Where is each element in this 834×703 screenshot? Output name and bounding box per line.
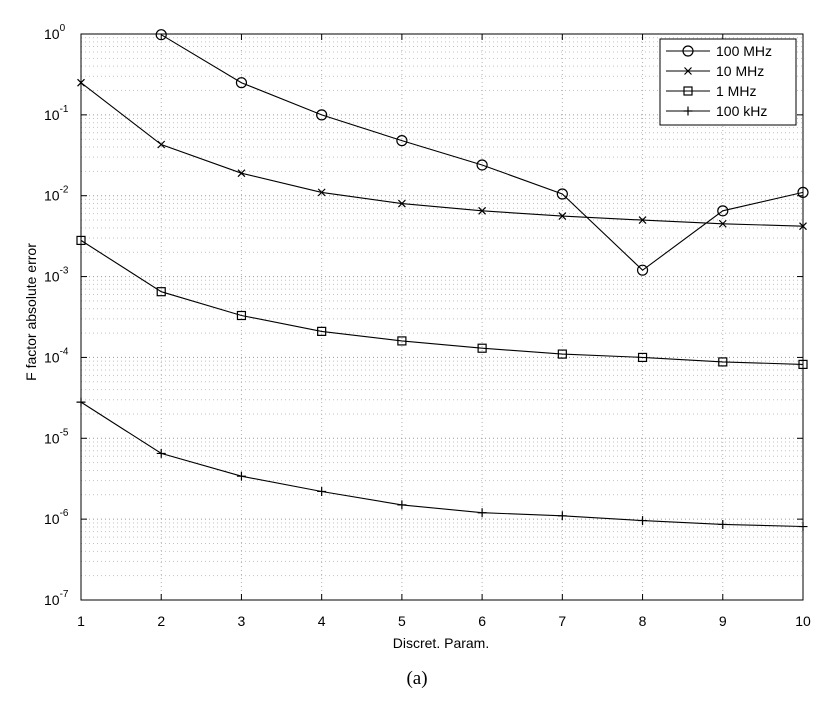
grid-lines — [81, 34, 803, 600]
series-1-mhz — [76, 235, 808, 369]
legend-item: 1 MHz — [666, 83, 756, 99]
x-tick-label: 3 — [238, 613, 246, 629]
data-point-circle — [396, 135, 408, 147]
data-point-x — [478, 206, 487, 215]
data-point-square — [798, 359, 808, 369]
data-point-circle — [717, 205, 729, 217]
y-tick-label: 10-1 — [44, 104, 69, 123]
x-tick-label: 9 — [719, 613, 727, 629]
data-point-circle — [316, 109, 328, 121]
data-point-plus — [317, 486, 327, 496]
series-line-100-mhz — [160, 34, 804, 271]
series-line-100-khz — [80, 401, 804, 528]
data-point-plus — [397, 500, 407, 510]
data-point-x — [317, 188, 326, 197]
data-point-square — [317, 326, 327, 336]
legend-label: 1 MHz — [716, 83, 756, 99]
x-tick-label: 2 — [157, 613, 165, 629]
data-point-square — [477, 343, 487, 353]
legend-item: 10 MHz — [666, 63, 764, 79]
figure-caption: (a) — [406, 668, 428, 689]
data-point-x — [397, 199, 406, 208]
series-100-mhz — [155, 29, 809, 276]
data-point-x — [237, 169, 246, 178]
y-tick-label: 10-3 — [44, 266, 69, 285]
data-point-square — [718, 357, 728, 367]
data-point-circle — [797, 186, 809, 198]
data-point-x — [558, 212, 567, 220]
data-point-square — [397, 336, 407, 346]
x-tick-label: 8 — [639, 613, 647, 629]
legend-label: 100 MHz — [716, 43, 772, 59]
y-tick-label: 10-7 — [44, 589, 69, 608]
data-point-circle — [235, 77, 248, 89]
x-tick-label: 10 — [795, 613, 811, 629]
y-tick-label: 100 — [44, 23, 66, 42]
data-point-x — [718, 219, 727, 228]
data-point-plus — [236, 471, 246, 481]
data-point-square — [637, 352, 648, 363]
data-point-x — [638, 216, 647, 224]
y-tick-label: 10-4 — [44, 346, 69, 365]
x-tick-label: 7 — [558, 613, 566, 629]
data-point-square — [76, 235, 86, 246]
data-point-plus — [798, 522, 808, 532]
x-axis-label: Discret. Param. — [393, 635, 489, 651]
legend-label: 10 MHz — [716, 63, 764, 79]
data-point-circle — [636, 264, 649, 276]
data-point-plus — [683, 106, 693, 116]
series-100-khz — [76, 397, 808, 532]
legend-item: 100 MHz — [666, 43, 772, 59]
series-10-mhz — [77, 78, 807, 231]
data-point-x — [684, 67, 692, 75]
series-line-10-mhz — [80, 82, 804, 227]
x-tick-label: 6 — [478, 613, 486, 629]
data-point-x — [799, 222, 807, 231]
data-point-circle — [682, 45, 694, 57]
data-point-square — [156, 287, 166, 297]
series-line-1-mhz — [80, 239, 804, 365]
y-tick-label: 10-2 — [44, 185, 69, 204]
data-point-circle — [476, 159, 488, 171]
y-tick-label: 10-5 — [44, 427, 69, 446]
chart: 1 2 3 4 5 6 7 8 9 10 100 10-1 10-2 10-3 10-4 10-5 10-6 1… — [23, 23, 811, 651]
x-axis: 1 2 3 4 5 6 7 8 9 10 — [77, 34, 811, 629]
data-point-plus — [557, 511, 567, 521]
data-point-square — [683, 86, 693, 96]
data-point-plus — [156, 448, 166, 458]
data-point-plus — [477, 508, 487, 518]
data-point-circle — [155, 29, 167, 41]
data-point-x — [77, 78, 85, 87]
data-point-plus — [718, 519, 728, 529]
plot-area — [80, 33, 804, 601]
x-tick-label: 5 — [398, 613, 406, 629]
y-tick-label: 10-6 — [44, 508, 69, 527]
data-point-square — [236, 310, 247, 321]
y-axis-label: F factor absolute error — [23, 243, 39, 381]
legend: 100 MHz 10 MHz 1 MHz 100 kHz — [659, 38, 797, 126]
data-point-x — [157, 140, 166, 149]
legend-item: 100 kHz — [666, 103, 767, 119]
data-point-plus — [638, 516, 648, 526]
data-point-circle — [556, 188, 568, 200]
x-tick-label: 4 — [318, 613, 326, 629]
data-point-plus — [76, 397, 86, 407]
x-tick-label: 1 — [77, 613, 85, 629]
legend-label: 100 kHz — [716, 103, 767, 119]
series-layer — [76, 29, 809, 532]
data-point-square — [557, 349, 567, 359]
